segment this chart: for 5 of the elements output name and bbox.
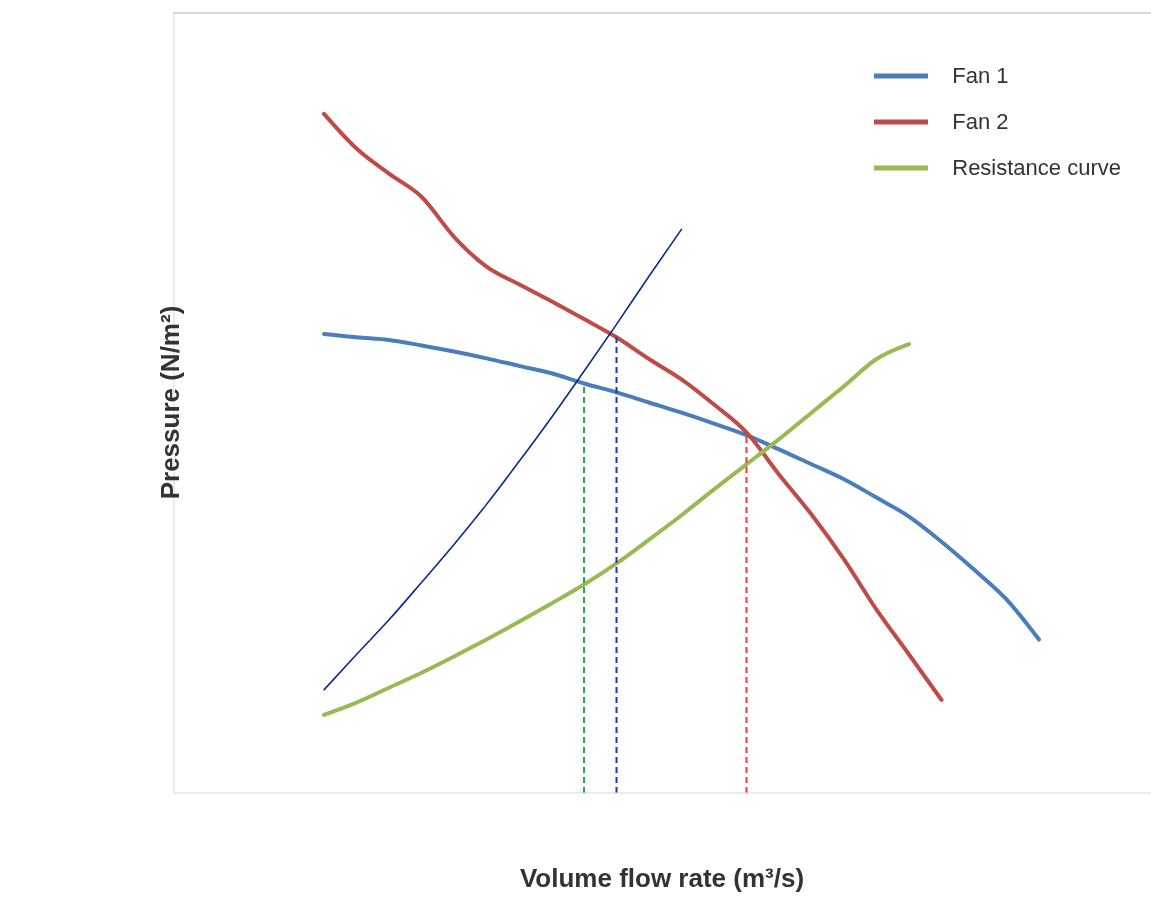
y-axis-title: Pressure (N/m²) xyxy=(155,305,186,500)
legend-label: Resistance curve xyxy=(952,155,1121,181)
x-axis-title: Volume flow rate (m³/s) xyxy=(519,863,805,893)
legend-label: Fan 1 xyxy=(952,63,1009,89)
legend-label: Fan 2 xyxy=(952,109,1009,135)
